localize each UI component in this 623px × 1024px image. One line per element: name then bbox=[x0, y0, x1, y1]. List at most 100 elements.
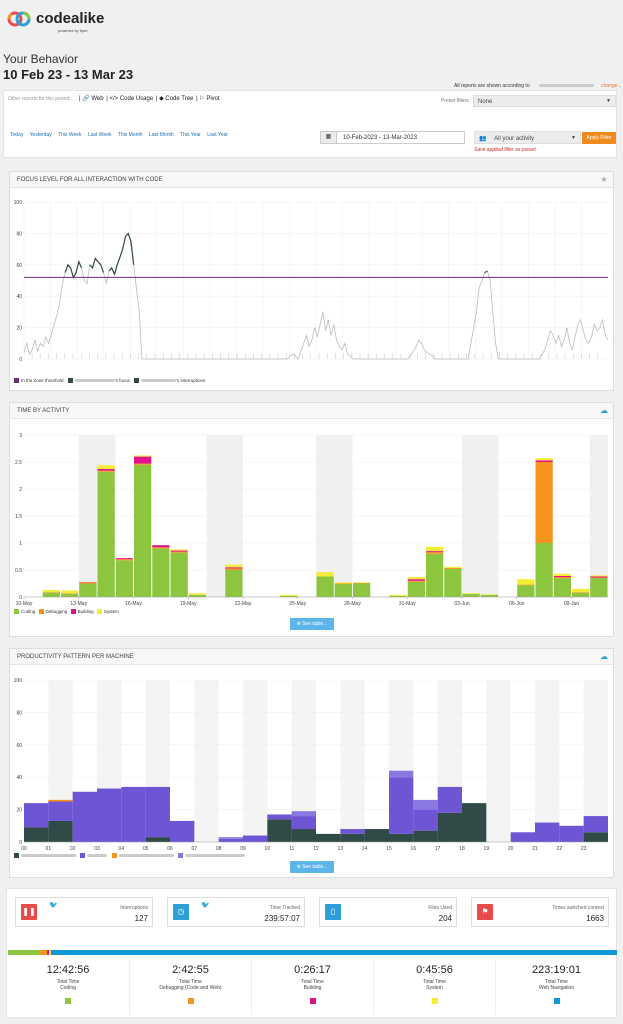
legend-machine2-swatch bbox=[80, 853, 86, 859]
bar-machine-1 bbox=[437, 812, 462, 842]
bar-machine-2 bbox=[559, 825, 584, 842]
bar-debugging bbox=[426, 552, 444, 554]
legend-coding-swatch bbox=[14, 609, 19, 615]
range-yesterday[interactable]: Yesterday bbox=[29, 132, 52, 138]
web-link[interactable]: | 🔗 Web bbox=[79, 96, 104, 102]
bar-system bbox=[590, 575, 608, 577]
web-dot bbox=[553, 998, 560, 1004]
range-this-month[interactable]: This Month bbox=[117, 132, 143, 138]
star-icon[interactable]: ★ bbox=[600, 175, 608, 184]
in-zone-line bbox=[64, 232, 488, 279]
bar-machine-2 bbox=[218, 838, 243, 842]
range-this-week[interactable]: This Week bbox=[58, 132, 82, 138]
range-last-month[interactable]: Last Month bbox=[148, 132, 174, 138]
stats-panel: ❚❚ 🐦 Interruptions 127 ◷ 🐦 Time Tracked … bbox=[6, 888, 617, 1018]
bar-debugging bbox=[79, 582, 97, 584]
bar-coding bbox=[517, 585, 535, 597]
bar-debugging bbox=[42, 592, 60, 593]
chevron-down-icon: ▼ bbox=[571, 135, 576, 141]
chevron-down-icon: ▼ bbox=[606, 98, 611, 104]
activity-select[interactable]: 👥 All your activity ▼ bbox=[474, 131, 581, 144]
bar-machine-1 bbox=[364, 829, 389, 842]
x-tick-label: 00 bbox=[21, 846, 27, 852]
bar-system bbox=[170, 549, 188, 551]
bar-building bbox=[115, 558, 133, 560]
bar-debugging bbox=[553, 577, 571, 579]
files-used-card: ▯ Files Used 204 bbox=[319, 897, 457, 927]
code-tree-link[interactable]: | ◆ Code Tree bbox=[155, 96, 194, 102]
bar-system bbox=[225, 564, 243, 568]
card-value: 1663 bbox=[586, 914, 604, 923]
change-link[interactable]: change... bbox=[601, 83, 622, 89]
x-tick-label: 12 bbox=[313, 846, 319, 852]
bar-machine-2 bbox=[583, 816, 608, 833]
page-date-range: 10 Feb 23 - 13 Mar 23 bbox=[3, 67, 134, 82]
according-note: All reports are shown according to bbox=[454, 83, 594, 89]
bar-machine-1 bbox=[316, 833, 341, 842]
twitter-icon[interactable]: 🐦 bbox=[201, 902, 210, 909]
bar-building bbox=[426, 551, 444, 553]
bar-debugging bbox=[353, 582, 371, 584]
x-tick-label: 05 bbox=[143, 846, 149, 852]
total-label: Total Time bbox=[545, 979, 568, 985]
bar-machine-3 bbox=[48, 799, 73, 802]
other-reports-label: Other reports for this period... bbox=[8, 96, 74, 102]
card-label: Files Used bbox=[428, 905, 452, 911]
legend-focus: 's focus bbox=[114, 378, 130, 383]
preset-filter-select[interactable]: None ▼ bbox=[473, 95, 616, 107]
bar-coding bbox=[8, 950, 40, 955]
x-tick-label: 25-May bbox=[289, 601, 306, 607]
bar-coding bbox=[188, 594, 206, 597]
cloud-download-icon[interactable]: ☁ bbox=[600, 406, 608, 415]
total-label: Total Time bbox=[301, 979, 324, 985]
bar-building bbox=[225, 567, 243, 569]
bar-machine-1 bbox=[389, 833, 414, 842]
range-today[interactable]: Today bbox=[10, 132, 24, 138]
code-usage-link[interactable]: | </> Code Usage bbox=[106, 96, 154, 102]
apply-filter-button[interactable]: Apply Filter bbox=[582, 132, 616, 144]
x-tick-label: 15 bbox=[386, 846, 392, 852]
x-tick-label: 22 bbox=[557, 846, 563, 852]
clock-icon: ◷ bbox=[173, 904, 189, 920]
legend-building-swatch bbox=[70, 609, 76, 615]
bar-debugging bbox=[225, 568, 243, 570]
card-value: 239:57:07 bbox=[264, 914, 300, 923]
x-tick-label: 19-May bbox=[180, 601, 197, 607]
bar-coding bbox=[535, 543, 553, 597]
bar-system bbox=[97, 465, 115, 470]
card-value: 127 bbox=[134, 914, 148, 923]
x-tick-label: 09 bbox=[240, 846, 246, 852]
bar-machine-1 bbox=[291, 829, 316, 842]
x-tick-label: 11 bbox=[289, 846, 294, 852]
range-last-week[interactable]: Last Week bbox=[87, 132, 112, 138]
total-web: 223:19:01 Total Time Web Navigation bbox=[495, 959, 617, 1015]
range-last-year[interactable]: Last Year bbox=[207, 132, 229, 138]
legend-machine4-swatch bbox=[177, 853, 183, 859]
x-tick-label: 20 bbox=[508, 846, 514, 852]
bar-debugging bbox=[152, 547, 170, 549]
twitter-icon[interactable]: 🐦 bbox=[49, 902, 58, 909]
date-range-input[interactable]: ▦ 10-Feb-2023 - 13-Mar-2023 bbox=[320, 131, 465, 144]
save-preset-link[interactable]: Save applied filter as preset bbox=[474, 147, 536, 153]
bar-building bbox=[170, 550, 188, 552]
bar-debugging bbox=[170, 551, 188, 553]
cloud-download-icon[interactable]: ☁ bbox=[600, 652, 608, 661]
bar-coding bbox=[115, 560, 133, 597]
total-label: Total Time bbox=[423, 979, 446, 985]
pivot-link[interactable]: | ⚐ Pivot bbox=[196, 96, 220, 102]
bar-machine-1 bbox=[24, 827, 49, 842]
codealike-logo[interactable]: codealike powered by tipre bbox=[6, 8, 206, 38]
bar-debugging bbox=[444, 567, 462, 569]
x-tick-label: 23 bbox=[581, 846, 587, 852]
bar-machine-2 bbox=[97, 788, 122, 842]
y-tick-label: 40 bbox=[16, 775, 22, 781]
bar-coding bbox=[316, 576, 334, 597]
productivity-see-table-button[interactable]: ⊕ See table... bbox=[290, 861, 334, 873]
y-tick-label: 0.5 bbox=[15, 568, 22, 574]
bar-machine-2 bbox=[24, 803, 49, 828]
bar-building bbox=[79, 582, 97, 584]
bar-building bbox=[134, 456, 152, 464]
activity-see-table-button[interactable]: ⊕ See table... bbox=[290, 618, 334, 630]
bar-debugging bbox=[590, 577, 608, 579]
range-this-year[interactable]: This Year bbox=[179, 132, 201, 138]
